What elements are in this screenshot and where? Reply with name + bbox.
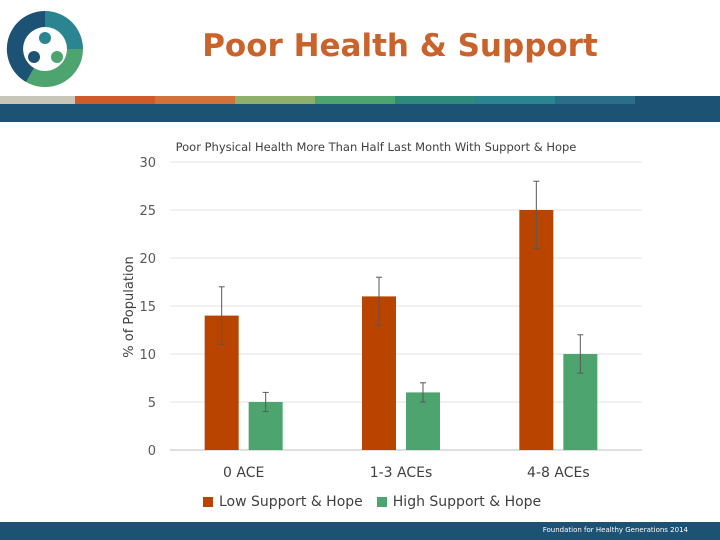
x-tick-label: 1-3 ACEs <box>370 465 433 481</box>
three-people-circle-logo-icon <box>6 10 84 88</box>
stripe-segment <box>395 96 475 104</box>
x-tick-label: 4-8 ACEs <box>527 465 590 481</box>
y-tick-label: 0 <box>148 444 156 459</box>
legend-item-low: Low Support & Hope <box>203 494 363 510</box>
legend-swatch-low <box>203 497 213 507</box>
y-tick-label: 25 <box>139 204 156 219</box>
footer-credit: Foundation for Healthy Generations 2014 <box>542 526 688 534</box>
stripe-segment <box>75 96 155 104</box>
legend-swatch-high <box>376 497 387 507</box>
stripe-segment <box>235 96 315 104</box>
legend-item-high: High Support & Hope <box>376 494 542 510</box>
slide-title: Poor Health & Support <box>202 28 598 64</box>
bar <box>519 210 554 450</box>
y-axis-label: % of Population <box>122 256 137 357</box>
stripe-segment <box>475 96 555 104</box>
stripe-segment <box>0 96 75 104</box>
legend-label-low: Low Support & Hope <box>219 494 363 510</box>
y-tick-label: 5 <box>148 396 156 411</box>
y-tick-label: 15 <box>139 300 156 315</box>
y-tick-label: 30 <box>139 156 156 171</box>
x-tick-label: 0 ACE <box>223 465 264 481</box>
footer-band: Foundation for Healthy Generations 2014 <box>0 522 720 540</box>
y-tick-label: 10 <box>139 348 156 363</box>
y-tick-label: 20 <box>139 252 156 267</box>
stripe-segment <box>155 96 235 104</box>
chart-legend: Low Support & Hope High Support & Hope <box>203 494 541 510</box>
stripe-segment <box>555 96 635 104</box>
header-band <box>0 104 720 122</box>
stripe-segment <box>315 96 395 104</box>
color-stripe <box>0 96 720 104</box>
legend-label-high: High Support & Hope <box>392 494 542 510</box>
chart-title: Poor Physical Health More Than Half Last… <box>176 140 577 154</box>
stripe-segment <box>635 96 720 104</box>
